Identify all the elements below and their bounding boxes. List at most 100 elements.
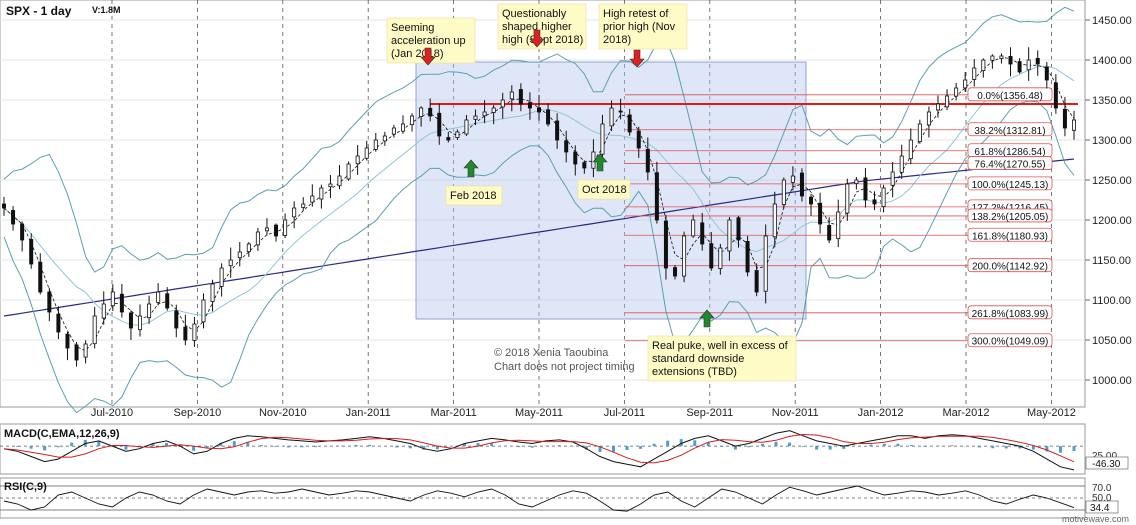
candle-body	[827, 225, 832, 241]
candle-body	[147, 303, 152, 319]
annotation-text: Feb 2018	[450, 190, 496, 202]
candle-body	[92, 315, 97, 345]
candle-body	[373, 139, 378, 150]
candle-body	[255, 231, 260, 246]
candle-body	[29, 239, 34, 265]
candle-body	[636, 130, 641, 149]
candle-body	[446, 137, 451, 141]
candle-body	[754, 270, 759, 293]
fib-label-box	[967, 208, 1053, 223]
candle-body	[518, 89, 523, 105]
candle-body	[74, 344, 79, 361]
candle-body	[355, 155, 360, 165]
annotation-text: shaped higher	[502, 21, 572, 33]
bollinger-lower	[3, 100, 1075, 414]
candle-body	[1035, 57, 1040, 65]
candle-body	[700, 222, 705, 245]
annotation-text: standard downside	[652, 353, 744, 365]
candle-body	[546, 109, 551, 125]
candle-body	[419, 107, 424, 117]
candle-body	[954, 87, 959, 97]
fib-label: 161.8%(1180.93)	[972, 231, 1048, 242]
candle-body	[600, 123, 605, 155]
y-tick-label: 1250.00	[1092, 175, 1132, 187]
candle-body	[183, 326, 188, 341]
candle-body	[346, 163, 351, 180]
macd-last-value: -46.30	[1092, 459, 1121, 470]
horizontal-grid	[0, 19, 1085, 381]
volume-label: V:1.8M	[92, 5, 121, 15]
annotation-box	[445, 185, 503, 206]
candle-body	[174, 310, 179, 329]
red-arrow-icon	[629, 49, 645, 68]
x-tick-label: Nov-2010	[259, 407, 307, 419]
annotation-text: Real puke, well in excess of	[652, 340, 789, 352]
fib-label-box	[967, 176, 1053, 191]
chart-title: SPX - 1 day	[6, 4, 72, 18]
candle-body	[799, 172, 804, 197]
candle-body	[364, 147, 369, 159]
candle-body	[165, 293, 170, 309]
fib-label: 0.0%(1356.48)	[977, 91, 1043, 102]
x-tick-label: May-2011	[515, 407, 563, 419]
fib-label: 200.0%(1142.92)	[972, 262, 1048, 273]
watermark: motivewave.com	[1062, 514, 1129, 524]
candle-body	[328, 183, 333, 188]
candle-body	[673, 267, 678, 277]
candle-body	[790, 175, 795, 183]
x-tick-label: Sep-2011	[686, 407, 733, 419]
fib-label: 76.4%(1270.55)	[974, 160, 1045, 171]
candle-body	[410, 115, 415, 126]
candle-body	[881, 187, 886, 208]
candle-body	[1008, 56, 1013, 65]
candle-body	[56, 313, 61, 333]
candle-body	[65, 333, 70, 349]
annotation-text: High retest of	[603, 8, 669, 20]
signal-line	[3, 433, 1075, 464]
candle-body	[382, 135, 387, 142]
candle-body	[618, 110, 623, 113]
rsi-last-value-box	[1085, 500, 1119, 514]
y-tick-label: 1100.00	[1092, 295, 1131, 307]
candle-body	[627, 114, 632, 133]
bollinger-upper	[3, 6, 1075, 273]
candle-body	[845, 183, 850, 214]
candle-body	[11, 210, 16, 225]
annotation-text: prior high (Nov	[603, 21, 676, 33]
candle-body	[428, 107, 433, 117]
candle-body	[509, 91, 514, 100]
fib-label: 61.8%(1286.54)	[974, 147, 1045, 158]
candle-body	[654, 172, 659, 221]
y-tick-label: 1350.00	[1092, 95, 1132, 107]
candle-body	[1044, 66, 1049, 81]
annotation-text: Oct 2018	[582, 184, 627, 196]
candle-body	[201, 299, 206, 323]
macd-series	[0, 430, 1085, 471]
x-tick-label: Sep-2010	[174, 407, 222, 419]
green-arrow-icon	[592, 153, 608, 172]
candle-body	[727, 219, 732, 252]
candlesticks	[2, 47, 1077, 367]
candle-body	[237, 251, 242, 259]
fib-label-box	[967, 258, 1053, 273]
annotation-text: (Jan 2018)	[391, 48, 444, 60]
candle-body	[283, 219, 288, 236]
candle-body	[110, 291, 115, 307]
candle-body	[582, 162, 587, 169]
candle-body	[908, 139, 913, 160]
candle-body	[537, 107, 542, 113]
candle-body	[663, 220, 668, 269]
fib-label-box	[967, 227, 1053, 242]
rsi-tick-50: 50.0	[1092, 493, 1112, 504]
annotation-text: 2018)	[603, 34, 631, 46]
fibonacci-levels: 0.0%(1356.48) 38.2%(1312.81) 61.8%(1286.54…	[625, 87, 1053, 348]
fib-label: 300.0%(1049.09)	[972, 337, 1049, 348]
candle-body	[319, 187, 324, 200]
candle-body	[156, 291, 161, 303]
y-tick-label: 1050.00	[1092, 335, 1132, 347]
y-tick-label: 1150.00	[1092, 255, 1131, 267]
candle-body	[990, 55, 995, 61]
